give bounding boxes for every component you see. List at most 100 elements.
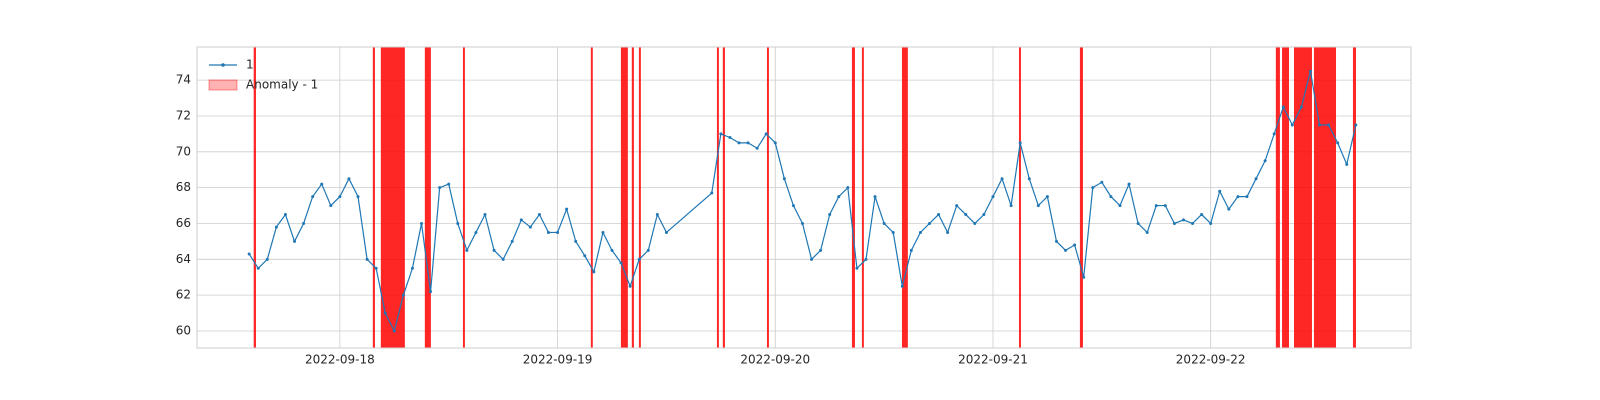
y-tick-label: 74 — [176, 73, 191, 87]
anomaly-span — [631, 47, 634, 348]
series-marker — [1281, 105, 1285, 109]
series-marker — [265, 257, 269, 261]
series-marker — [927, 221, 931, 225]
series-marker — [293, 239, 297, 243]
series-marker — [800, 221, 804, 225]
series-marker — [1009, 204, 1013, 208]
series-marker — [247, 252, 251, 256]
series-marker — [1181, 218, 1185, 222]
y-tick-label: 62 — [176, 288, 191, 302]
series-marker — [1172, 221, 1176, 225]
x-tick-label: 2022-09-22 — [1176, 353, 1246, 367]
series-marker — [1327, 123, 1331, 127]
series-marker — [1308, 69, 1312, 73]
anomaly-span — [861, 47, 864, 348]
series-marker — [737, 141, 741, 145]
series-marker — [519, 218, 523, 222]
y-tick-label: 64 — [176, 252, 191, 266]
series-marker — [429, 290, 433, 294]
series-marker — [420, 221, 424, 225]
series-marker — [438, 186, 442, 190]
anomaly-span — [424, 47, 431, 348]
x-tick-label: 2022-09-18 — [305, 353, 375, 367]
anomaly-span — [1018, 47, 1021, 348]
anomaly-span — [1275, 47, 1280, 348]
series-marker — [365, 257, 369, 261]
anomaly-span — [722, 47, 725, 348]
series-marker — [510, 239, 514, 243]
series-marker — [1163, 204, 1167, 208]
series-marker — [837, 195, 841, 199]
series-marker — [1263, 159, 1267, 163]
series-marker — [501, 257, 505, 261]
anomaly-span — [638, 47, 641, 348]
series-marker — [791, 204, 795, 208]
series-marker — [610, 248, 614, 252]
series-marker — [1227, 207, 1231, 211]
series-marker — [565, 207, 569, 211]
anomaly-span — [851, 47, 855, 348]
anomaly-span — [1293, 47, 1312, 348]
series-marker — [819, 248, 823, 252]
series-marker — [710, 191, 714, 195]
series-marker — [483, 213, 487, 217]
anomaly-span — [766, 47, 769, 348]
series-marker — [1354, 123, 1358, 127]
anomaly-span — [253, 47, 256, 348]
series-marker — [401, 293, 405, 297]
series-marker — [592, 270, 596, 274]
series-marker — [728, 135, 732, 139]
series-marker — [256, 266, 260, 270]
anomaly-span — [1282, 47, 1289, 348]
anomaly-span — [1079, 47, 1083, 348]
series-marker — [882, 221, 886, 225]
series-marker — [900, 284, 904, 288]
series-marker — [1000, 177, 1004, 181]
series-marker — [447, 182, 451, 186]
series-marker — [1318, 123, 1322, 127]
series-marker — [1154, 204, 1158, 208]
series-marker — [855, 266, 859, 270]
series-marker — [274, 225, 278, 229]
series-marker — [1236, 195, 1240, 199]
series-marker — [556, 230, 560, 234]
series-marker — [1045, 195, 1049, 199]
series-marker — [828, 213, 832, 217]
series-marker — [1027, 177, 1031, 181]
anomaly-spans — [253, 47, 1356, 348]
series-marker — [773, 141, 777, 145]
series-marker — [1254, 177, 1258, 181]
series-marker — [1091, 186, 1095, 190]
anomaly-span — [620, 47, 628, 348]
anomaly-span — [901, 47, 908, 348]
series-marker — [655, 213, 659, 217]
series-marker — [846, 186, 850, 190]
anomaly-span — [716, 47, 719, 348]
anomaly-span — [590, 47, 593, 348]
series-marker — [937, 213, 941, 217]
anomaly-span — [1313, 47, 1337, 348]
series-marker — [973, 221, 977, 225]
series-marker — [628, 284, 632, 288]
series-marker — [1109, 195, 1113, 199]
anomaly-span — [1352, 47, 1356, 348]
x-tick-label: 2022-09-21 — [958, 353, 1028, 367]
plot-frame — [196, 46, 1412, 349]
series-marker — [456, 221, 460, 225]
series-marker — [1100, 180, 1104, 184]
series-marker — [474, 230, 478, 234]
series-marker — [1200, 213, 1204, 217]
series-marker — [329, 204, 333, 208]
series-marker — [383, 311, 387, 315]
series-marker — [646, 248, 650, 252]
series-marker — [1127, 182, 1131, 186]
series-marker — [719, 132, 723, 136]
series-marker — [1345, 162, 1349, 166]
series-marker — [873, 195, 877, 199]
series-marker — [864, 257, 868, 261]
series-marker — [392, 329, 396, 333]
series-marker — [302, 221, 306, 225]
series-marker — [356, 195, 360, 199]
series-marker — [1018, 141, 1022, 145]
